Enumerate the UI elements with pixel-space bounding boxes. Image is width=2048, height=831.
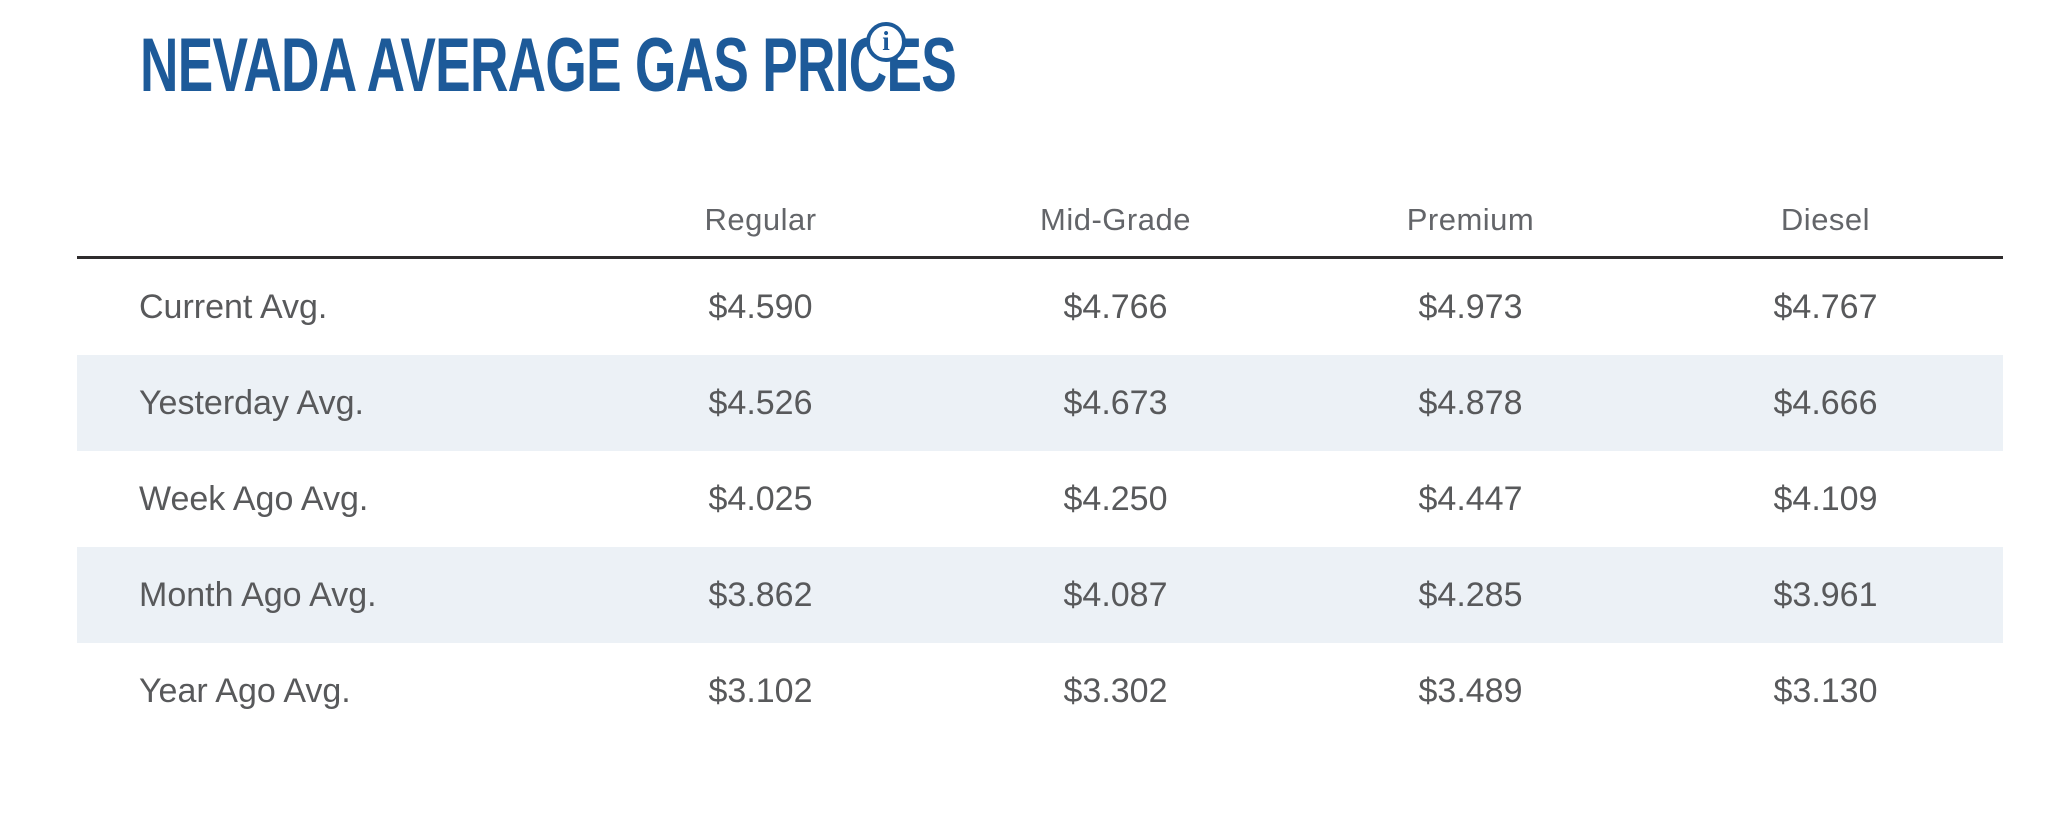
page-title: NEVADA AVERAGE GAS PRICES xyxy=(140,23,957,108)
column-header-midgrade: Mid-Grade xyxy=(1040,202,1191,237)
price-cell-midgrade: $4.250 xyxy=(1063,479,1168,518)
price-cell-regular: $4.590 xyxy=(708,287,813,326)
row-label: Current Avg. xyxy=(139,287,328,326)
header-divider xyxy=(77,256,2003,259)
table-row-year-ago-avg: Year Ago Avg. $3.102 $3.302 $3.489 $3.13… xyxy=(77,643,2003,739)
table-row-week-ago-avg: Week Ago Avg. $4.025 $4.250 $4.447 $4.10… xyxy=(77,451,2003,547)
gas-price-table: Regular Mid-Grade Premium Diesel Current… xyxy=(77,178,2003,739)
column-header-premium: Premium xyxy=(1406,202,1535,237)
row-label: Year Ago Avg. xyxy=(139,671,351,710)
price-cell-diesel: $4.109 xyxy=(1773,479,1878,518)
table-row-current-avg: Current Avg. $4.590 $4.766 $4.973 $4.767 xyxy=(77,259,2003,355)
price-cell-diesel: $3.961 xyxy=(1773,575,1878,614)
price-cell-regular: $3.862 xyxy=(708,575,813,614)
column-header-regular: Regular xyxy=(704,202,817,237)
price-cell-premium: $3.489 xyxy=(1418,671,1523,710)
page-title-block: NEVADA AVERAGE GAS PRICES i xyxy=(140,22,1306,110)
price-cell-midgrade: $3.302 xyxy=(1063,671,1168,710)
row-label: Week Ago Avg. xyxy=(139,479,369,518)
price-cell-diesel: $4.767 xyxy=(1773,287,1878,326)
table-row-month-ago-avg: Month Ago Avg. $3.862 $4.087 $4.285 $3.9… xyxy=(77,547,2003,643)
price-cell-premium: $4.973 xyxy=(1418,287,1523,326)
info-icon[interactable]: i xyxy=(866,22,906,62)
column-header-diesel: Diesel xyxy=(1780,202,1871,237)
table-header-row: Regular Mid-Grade Premium Diesel xyxy=(77,178,2003,256)
price-cell-regular: $4.526 xyxy=(708,383,813,422)
row-label: Yesterday Avg. xyxy=(139,383,364,422)
price-cell-regular: $3.102 xyxy=(708,671,813,710)
row-label: Month Ago Avg. xyxy=(139,575,377,614)
price-cell-diesel: $4.666 xyxy=(1773,383,1878,422)
price-cell-midgrade: $4.087 xyxy=(1063,575,1168,614)
info-icon-glyph: i xyxy=(882,25,890,56)
price-cell-midgrade: $4.766 xyxy=(1063,287,1168,326)
price-cell-midgrade: $4.673 xyxy=(1063,383,1168,422)
price-cell-diesel: $3.130 xyxy=(1773,671,1878,710)
table-row-yesterday-avg: Yesterday Avg. $4.526 $4.673 $4.878 $4.6… xyxy=(77,355,2003,451)
price-cell-premium: $4.878 xyxy=(1418,383,1523,422)
price-cell-premium: $4.447 xyxy=(1418,479,1523,518)
price-cell-regular: $4.025 xyxy=(708,479,813,518)
price-cell-premium: $4.285 xyxy=(1418,575,1523,614)
